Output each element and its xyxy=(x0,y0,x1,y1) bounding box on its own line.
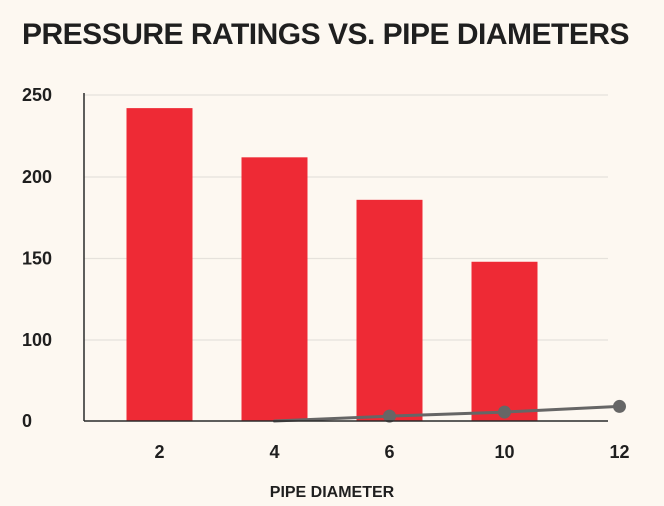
bar xyxy=(241,157,308,421)
line-point xyxy=(383,409,396,423)
bar xyxy=(126,108,193,422)
line-point xyxy=(498,405,511,419)
y-tick-label: 200 xyxy=(22,167,52,187)
chart-title: PRESSURE RATINGS VS. PIPE DIAMETERS xyxy=(22,18,630,51)
x-tick-label: 10 xyxy=(494,442,514,462)
bar xyxy=(356,199,423,421)
y-tick-label: 100 xyxy=(22,330,52,350)
x-tick-label: 2 xyxy=(154,442,164,462)
x-tick-label: 4 xyxy=(269,442,279,462)
line-series xyxy=(273,399,626,423)
bar-series xyxy=(126,108,538,422)
axes xyxy=(83,93,608,422)
y-tick-label: 150 xyxy=(22,249,52,269)
tick-labels: 0 100 150 200 250 2 4 6 10 12 xyxy=(22,85,630,462)
line-series-path xyxy=(273,404,621,423)
line-point xyxy=(613,399,626,413)
x-tick-label: 12 xyxy=(609,442,629,462)
x-tick-label: 6 xyxy=(384,442,394,462)
x-axis-title: PIPE DIAMETER xyxy=(269,484,395,501)
y-tick-label: 0 xyxy=(22,411,32,431)
chart-plot-area: 0 100 150 200 250 2 4 6 10 12 xyxy=(22,85,630,462)
y-tick-label: 250 xyxy=(22,85,52,105)
bar xyxy=(471,261,538,421)
